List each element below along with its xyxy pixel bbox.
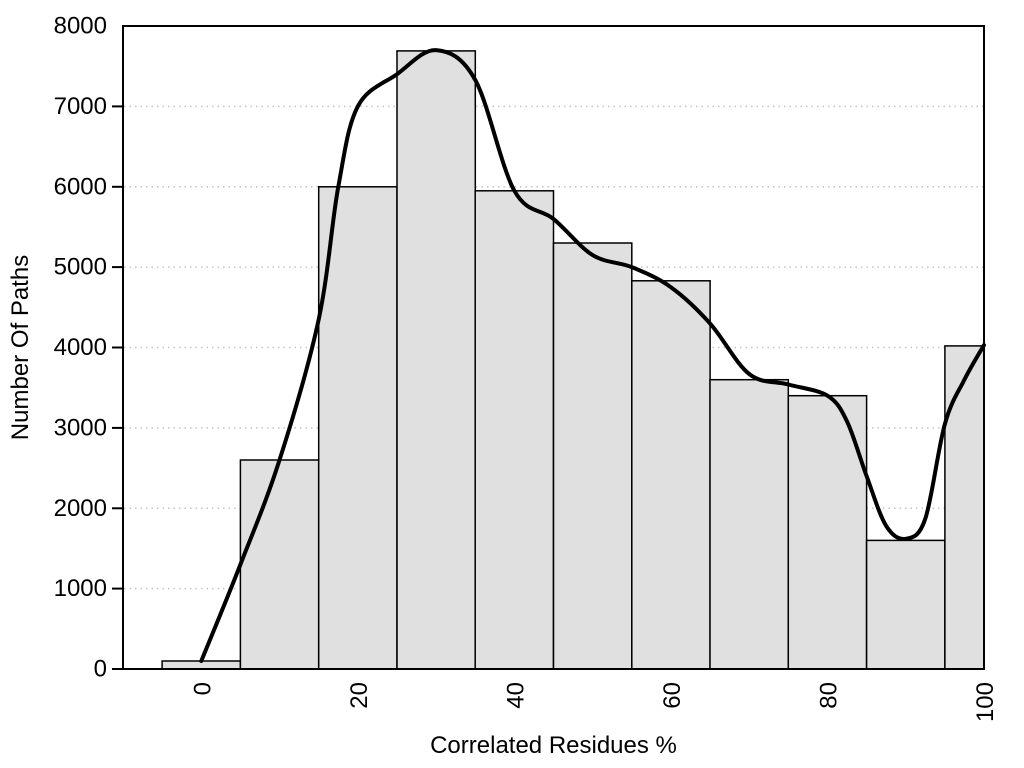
histogram-bar (865, 539, 946, 670)
density-curve (199, 48, 986, 663)
y-tick-label-2000: 2000 (54, 495, 107, 522)
y-tick-label-4000: 4000 (54, 334, 107, 361)
y-tick-label-5000: 5000 (54, 254, 107, 281)
histogram-bar (396, 50, 477, 670)
labels-layer: 0 1000 2000 3000 4000 5000 6000 7000 8000 0 20 40 60… (54, 13, 999, 723)
y-tick-label-3000: 3000 (54, 414, 107, 441)
y-axis-title: Number Of Paths (7, 255, 34, 440)
histogram-bar (239, 459, 320, 670)
curve-layer (199, 48, 986, 663)
bars-layer (161, 50, 985, 670)
y-tick-label-8000: 8000 (54, 13, 107, 40)
y-tick-label-7000: 7000 (54, 93, 107, 120)
x-tick-label-60: 60 (659, 682, 686, 709)
histogram-bar (474, 190, 555, 670)
histogram-bar (631, 280, 711, 670)
y-tick-label-6000: 6000 (54, 173, 107, 200)
histogram-bar (944, 345, 985, 670)
x-tick-label-100: 100 (972, 682, 999, 722)
y-tick-label-0: 0 (94, 656, 107, 683)
x-axis-title: Correlated Residues % (430, 732, 677, 759)
y-tick-label-1000: 1000 (54, 575, 107, 602)
axes-layer (112, 25, 985, 670)
x-tick-label-80: 80 (816, 682, 843, 709)
histogram-bar (317, 186, 398, 670)
x-tick-label-40: 40 (502, 682, 529, 709)
histogram-bar (552, 242, 633, 670)
x-tick-label-0: 0 (189, 682, 216, 695)
histogram-bar (709, 378, 790, 670)
x-tick-label-20: 20 (346, 682, 373, 709)
